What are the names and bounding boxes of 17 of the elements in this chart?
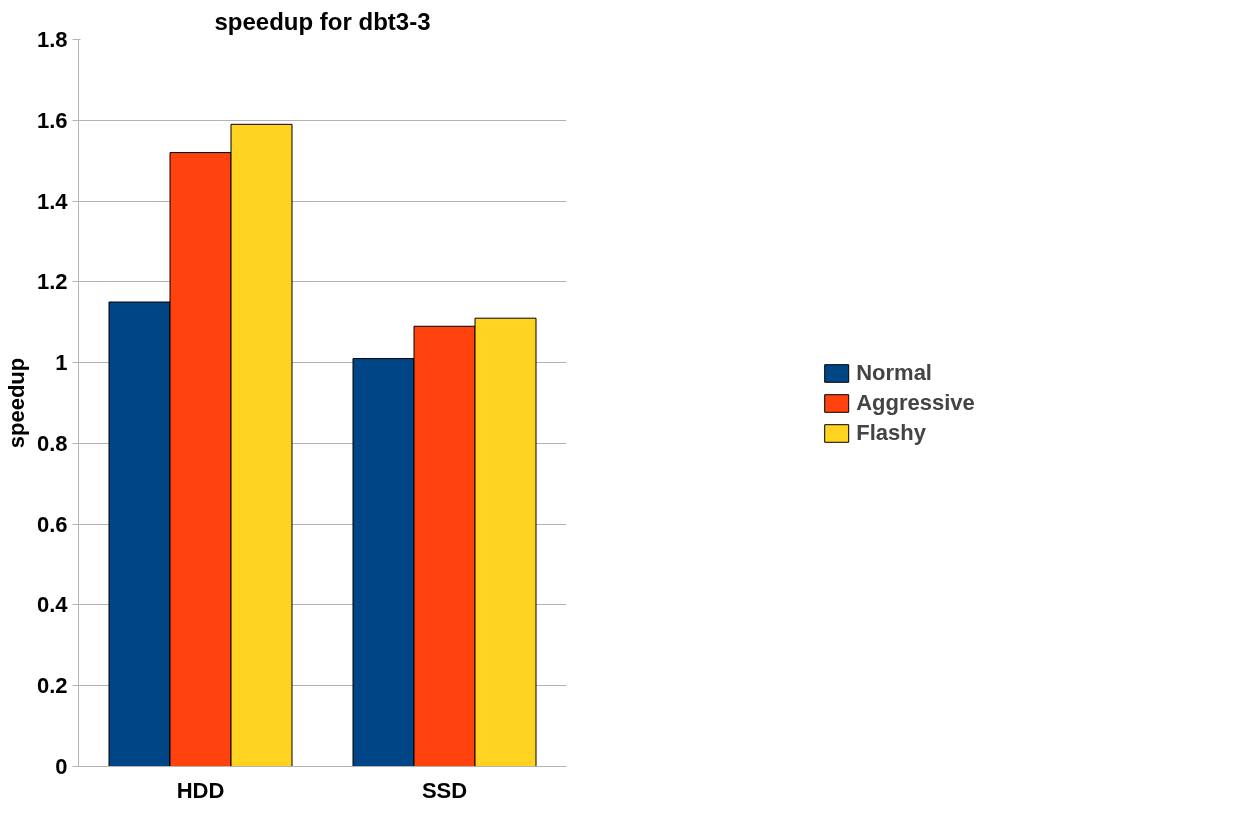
y-axis-title: speedup bbox=[3, 357, 29, 449]
y-tick-label: 1.4 bbox=[36, 188, 69, 214]
y-tick-label: 0.2 bbox=[36, 673, 68, 699]
chart-title: speedup for dbt3-3 bbox=[214, 7, 431, 35]
y-tick-label: 1.6 bbox=[36, 107, 68, 133]
y-tick-label: 1.8 bbox=[36, 27, 68, 52]
legend-label: Flashy bbox=[856, 419, 926, 446]
x-tick-label: HDD bbox=[176, 777, 225, 803]
y-tick-label: 1 bbox=[55, 350, 68, 376]
y-tick-label: 0.4 bbox=[36, 592, 69, 618]
legend-label: Aggressive bbox=[856, 389, 975, 416]
y-tick-label: 0 bbox=[55, 754, 68, 779]
y-tick-label: 0.6 bbox=[36, 511, 68, 537]
y-tick-label: 1.2 bbox=[36, 269, 68, 295]
y-tick-label: 0.8 bbox=[36, 430, 68, 456]
x-tick-label: SSD bbox=[421, 777, 468, 803]
legend-label: Normal bbox=[856, 359, 932, 386]
